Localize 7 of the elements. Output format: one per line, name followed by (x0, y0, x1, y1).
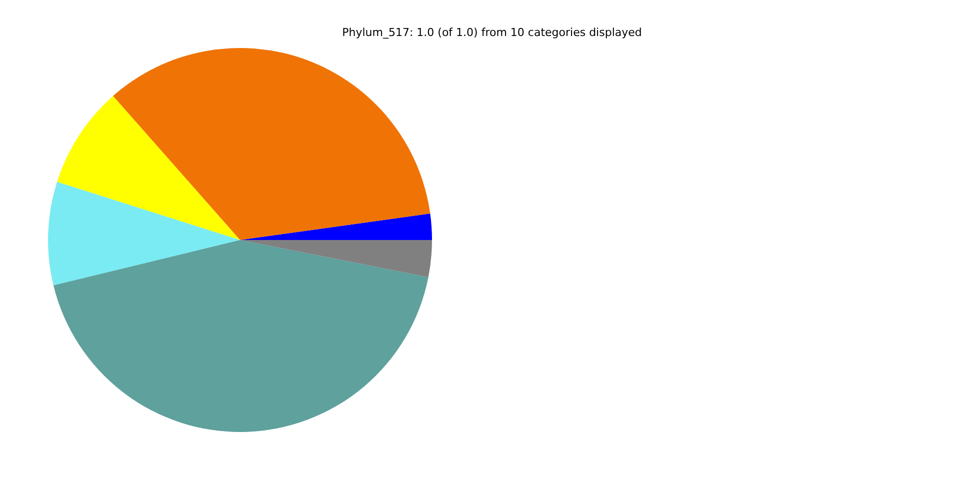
pie-slice (240, 214, 432, 240)
pie-slice (53, 240, 428, 432)
pie-slice (240, 240, 432, 278)
pie-slice (57, 96, 240, 240)
pie-slice (48, 182, 240, 286)
pie-slice (113, 48, 430, 240)
text: Phylum_517: 1.0 (of 1.0) from 10 categories displayed (342, 26, 642, 39)
